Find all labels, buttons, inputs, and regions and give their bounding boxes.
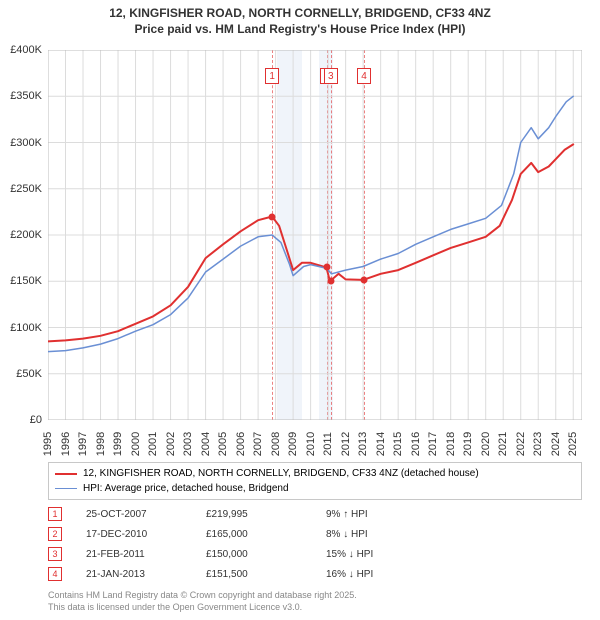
x-tick-label: 2024 xyxy=(550,432,562,456)
tx-price: £219,995 xyxy=(206,509,326,520)
x-tick-label: 2003 xyxy=(182,432,194,456)
tx-diff: 16% ↓ HPI xyxy=(326,569,446,580)
x-tick-label: 2006 xyxy=(235,432,247,456)
legend-swatch xyxy=(55,488,77,489)
legend-row: HPI: Average price, detached house, Brid… xyxy=(55,481,575,496)
x-tick-label: 2023 xyxy=(532,432,544,456)
x-tick-label: 2007 xyxy=(252,432,264,456)
x-tick-label: 1996 xyxy=(60,432,72,456)
x-tick-label: 2016 xyxy=(410,432,422,456)
title-line-1: 12, KINGFISHER ROAD, NORTH CORNELLY, BRI… xyxy=(0,6,600,22)
x-tick-label: 2004 xyxy=(200,432,212,456)
y-tick-label: £400K xyxy=(0,44,42,56)
transaction-marker: 4 xyxy=(357,68,371,84)
x-tick-label: 2005 xyxy=(217,432,229,456)
transaction-point xyxy=(327,278,334,285)
x-tick-label: 2022 xyxy=(515,432,527,456)
table-row: 4 21-JAN-2013£151,50016% ↓ HPI xyxy=(48,564,446,584)
x-tick-label: 2012 xyxy=(340,432,352,456)
title-line-2: Price paid vs. HM Land Registry's House … xyxy=(0,22,600,38)
x-tick-label: 1995 xyxy=(42,432,54,456)
x-tick-label: 2010 xyxy=(305,432,317,456)
y-tick-label: £50K xyxy=(0,368,42,380)
chart-container: 12, KINGFISHER ROAD, NORTH CORNELLY, BRI… xyxy=(0,0,600,620)
transaction-marker: 3 xyxy=(324,68,338,84)
x-tick-label: 2015 xyxy=(392,432,404,456)
x-tick-label: 1999 xyxy=(112,432,124,456)
tx-date: 21-JAN-2013 xyxy=(86,569,206,580)
footer-line-1: Contains HM Land Registry data © Crown c… xyxy=(48,590,357,602)
tx-diff: 8% ↓ HPI xyxy=(326,529,446,540)
tx-diff: 9% ↑ HPI xyxy=(326,509,446,520)
chart-title: 12, KINGFISHER ROAD, NORTH CORNELLY, BRI… xyxy=(0,0,600,37)
table-row: 3 21-FEB-2011£150,00015% ↓ HPI xyxy=(48,544,446,564)
y-tick-label: £100K xyxy=(0,322,42,334)
x-tick-label: 2011 xyxy=(322,432,334,456)
x-tick-label: 2008 xyxy=(270,432,282,456)
x-tick-label: 2021 xyxy=(497,432,509,456)
legend-swatch xyxy=(55,473,77,475)
chart-area: 1234 £0£50K£100K£150K£200K£250K£300K£350… xyxy=(48,50,582,420)
y-tick-label: £300K xyxy=(0,137,42,149)
tx-diff: 15% ↓ HPI xyxy=(326,549,446,560)
y-tick-label: £0 xyxy=(0,414,42,426)
tx-price: £150,000 xyxy=(206,549,326,560)
y-tick-label: £150K xyxy=(0,275,42,287)
x-tick-label: 1998 xyxy=(95,432,107,456)
x-tick-label: 2017 xyxy=(427,432,439,456)
x-tick-label: 2020 xyxy=(480,432,492,456)
transaction-point xyxy=(324,264,331,271)
transaction-table: 1 25-OCT-2007£219,9959% ↑ HPI 2 17-DEC-2010… xyxy=(48,504,446,584)
tx-date: 25-OCT-2007 xyxy=(86,509,206,520)
legend: 12, KINGFISHER ROAD, NORTH CORNELLY, BRI… xyxy=(48,462,582,500)
table-row: 1 25-OCT-2007£219,9959% ↑ HPI xyxy=(48,504,446,524)
legend-row: 12, KINGFISHER ROAD, NORTH CORNELLY, BRI… xyxy=(55,466,575,481)
tx-date: 17-DEC-2010 xyxy=(86,529,206,540)
y-tick-label: £250K xyxy=(0,183,42,195)
x-tick-label: 2000 xyxy=(130,432,142,456)
x-tick-label: 2014 xyxy=(375,432,387,456)
x-tick-label: 2001 xyxy=(147,432,159,456)
plot-svg xyxy=(48,50,582,420)
tx-price: £165,000 xyxy=(206,529,326,540)
x-tick-label: 1997 xyxy=(77,432,89,456)
tx-index-box: 3 xyxy=(48,547,62,561)
tx-index-box: 2 xyxy=(48,527,62,541)
y-tick-label: £200K xyxy=(0,229,42,241)
x-tick-label: 2009 xyxy=(287,432,299,456)
legend-label: 12, KINGFISHER ROAD, NORTH CORNELLY, BRI… xyxy=(83,466,479,481)
tx-index-box: 1 xyxy=(48,507,62,521)
tx-date: 21-FEB-2011 xyxy=(86,549,206,560)
x-tick-label: 2013 xyxy=(357,432,369,456)
x-tick-label: 2002 xyxy=(165,432,177,456)
footer-attribution: Contains HM Land Registry data © Crown c… xyxy=(48,590,357,613)
x-tick-label: 2018 xyxy=(445,432,457,456)
transaction-marker: 1 xyxy=(265,68,279,84)
x-tick-label: 2019 xyxy=(462,432,474,456)
transaction-point xyxy=(361,276,368,283)
table-row: 2 17-DEC-2010£165,0008% ↓ HPI xyxy=(48,524,446,544)
tx-index-box: 4 xyxy=(48,567,62,581)
legend-label: HPI: Average price, detached house, Brid… xyxy=(83,481,289,496)
transaction-point xyxy=(269,213,276,220)
footer-line-2: This data is licensed under the Open Gov… xyxy=(48,602,357,614)
y-tick-label: £350K xyxy=(0,90,42,102)
x-tick-label: 2025 xyxy=(567,432,579,456)
tx-price: £151,500 xyxy=(206,569,326,580)
